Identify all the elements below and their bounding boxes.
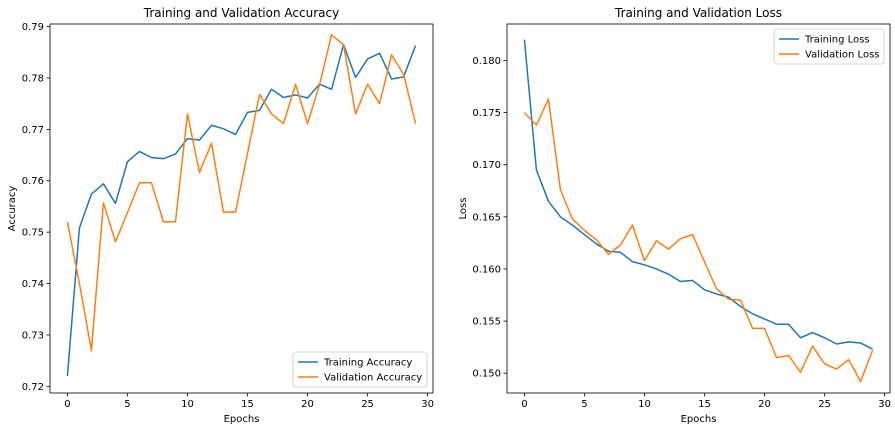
x-tick-label: 5: [581, 399, 587, 410]
x-tick-label: 25: [818, 399, 831, 410]
series-line-training-loss: [523, 39, 873, 350]
legend-label: Validation Accuracy: [324, 373, 422, 384]
legend: Training Loss Validation Loss: [773, 28, 885, 65]
y-axis-label: Loss: [458, 198, 469, 220]
y-tick-label: 0.76: [22, 176, 44, 187]
legend-label: Training Loss: [804, 35, 870, 46]
series-line-training-accuracy: [66, 43, 417, 377]
series-line-validation-accuracy: [66, 34, 417, 352]
legend-label: Training Accuracy: [323, 358, 412, 369]
y-tick-label: 0.72: [22, 382, 44, 393]
chart-title: Training and Validation Loss: [614, 6, 782, 20]
y-tick-label: 0.180: [472, 56, 501, 67]
chart-title: Training and Validation Accuracy: [143, 6, 339, 20]
y-tick-label: 0.170: [472, 160, 501, 171]
x-tick-label: 30: [421, 399, 434, 410]
legend: Training Accuracy Validation Accuracy: [292, 351, 428, 388]
x-tick-label: 0: [64, 399, 70, 410]
y-tick-label: 0.74: [22, 279, 44, 290]
x-tick-label: 30: [878, 399, 891, 410]
y-tick-label: 0.150: [472, 369, 501, 380]
legend-label: Validation Loss: [805, 50, 880, 61]
x-tick-label: 15: [698, 399, 711, 410]
plot-frame: [506, 23, 891, 394]
plot-frame: [49, 23, 434, 394]
x-tick-label: 5: [124, 399, 130, 410]
x-tick-label: 20: [301, 399, 314, 410]
y-tick-label: 0.73: [22, 330, 44, 341]
series-line-validation-loss: [523, 98, 874, 383]
x-tick-label: 0: [521, 399, 527, 410]
x-tick-label: 25: [361, 399, 374, 410]
y-tick-label: 0.175: [472, 108, 501, 119]
x-axis-label: Epochs: [224, 414, 260, 425]
chart-accuracy: Training and Validation Accuracy 0 5 10 15 20…: [7, 6, 434, 425]
x-tick-label: 20: [758, 399, 771, 410]
x-tick-label: 10: [638, 399, 651, 410]
chart-loss: Training and Validation Loss 0 5 10 15 20 25 30…: [458, 6, 891, 425]
x-tick-label: 15: [241, 399, 254, 410]
x-axis-label: Epochs: [681, 414, 717, 425]
y-axis-label: Accuracy: [7, 186, 18, 232]
y-tick-label: 0.75: [22, 228, 44, 239]
y-tick-label: 0.78: [22, 73, 44, 84]
y-tick-label: 0.165: [472, 212, 501, 223]
legend-box: [773, 28, 885, 65]
y-tick-label: 0.79: [22, 22, 44, 33]
y-tick-label: 0.160: [472, 264, 501, 275]
y-tick-label: 0.155: [472, 317, 501, 328]
legend-box: [292, 351, 428, 388]
y-tick-label: 0.77: [22, 125, 44, 136]
x-tick-label: 10: [181, 399, 194, 410]
